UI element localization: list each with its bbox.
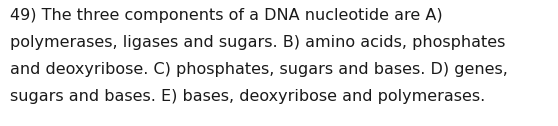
Text: sugars and bases. E) bases, deoxyribose and polymerases.: sugars and bases. E) bases, deoxyribose …: [10, 89, 485, 104]
Text: 49) The three components of a DNA nucleotide are A): 49) The three components of a DNA nucleo…: [10, 8, 442, 23]
Text: polymerases, ligases and sugars. B) amino acids, phosphates: polymerases, ligases and sugars. B) amin…: [10, 35, 506, 50]
Text: and deoxyribose. C) phosphates, sugars and bases. D) genes,: and deoxyribose. C) phosphates, sugars a…: [10, 62, 508, 77]
